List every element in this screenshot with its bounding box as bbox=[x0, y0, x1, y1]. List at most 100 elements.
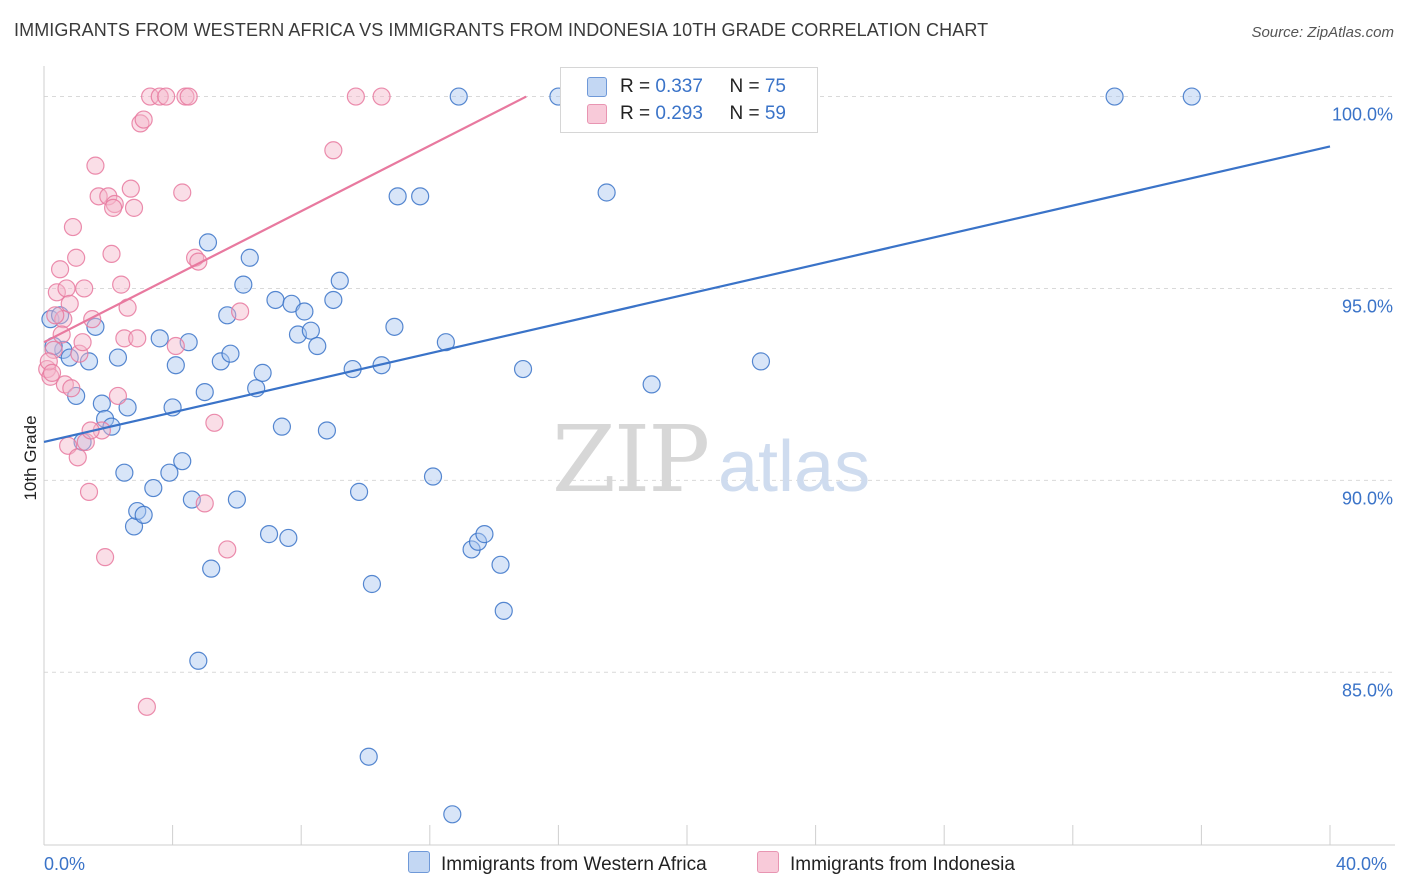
point-indonesia bbox=[44, 340, 63, 359]
legend-swatch-blue bbox=[587, 77, 607, 97]
point-indonesia bbox=[218, 540, 237, 559]
point-western-africa bbox=[349, 482, 369, 501]
point-western-africa bbox=[195, 382, 214, 402]
point-indonesia bbox=[68, 448, 87, 467]
chart-title: IMMIGRANTS FROM WESTERN AFRICA VS IMMIGR… bbox=[14, 20, 989, 40]
watermark-zip: ZIP bbox=[552, 406, 708, 513]
point-indonesia bbox=[104, 198, 123, 217]
point-western-africa bbox=[301, 321, 320, 340]
point-indonesia bbox=[112, 275, 131, 294]
point-indonesia bbox=[195, 494, 214, 513]
point-western-africa bbox=[279, 528, 298, 548]
point-western-africa bbox=[359, 747, 378, 766]
point-indonesia bbox=[62, 379, 81, 398]
point-western-africa bbox=[115, 463, 134, 482]
point-western-africa bbox=[79, 352, 99, 371]
point-indonesia bbox=[86, 156, 105, 175]
trendline-indonesia bbox=[43, 95, 527, 344]
legend-r-label: R = bbox=[620, 103, 656, 124]
trendline-western-africa bbox=[43, 145, 1331, 444]
point-western-africa bbox=[166, 356, 185, 375]
point-indonesia bbox=[63, 217, 83, 237]
legend-r-value: 0.293 bbox=[655, 103, 703, 124]
point-western-africa bbox=[189, 651, 208, 670]
point-western-africa bbox=[597, 183, 616, 202]
legend-n-value: 59 bbox=[764, 103, 786, 124]
point-western-africa bbox=[144, 478, 163, 498]
point-western-africa bbox=[272, 417, 292, 436]
point-indonesia bbox=[150, 87, 169, 106]
y-tick-labels: 85.0% 90.0% 95.0% 100.0% bbox=[1332, 105, 1393, 701]
point-western-africa bbox=[423, 467, 443, 486]
point-indonesia bbox=[70, 344, 89, 363]
point-indonesia bbox=[157, 87, 176, 106]
point-western-africa bbox=[449, 87, 468, 106]
point-indonesia bbox=[47, 283, 66, 302]
point-indonesia bbox=[57, 279, 76, 298]
point-indonesia bbox=[102, 244, 121, 264]
point-western-africa bbox=[411, 187, 430, 206]
point-indonesia bbox=[115, 329, 134, 348]
point-indonesia bbox=[67, 248, 86, 267]
legend-n-value: 75 bbox=[764, 76, 786, 97]
point-western-africa bbox=[475, 525, 494, 544]
bottom-legend-label: Immigrants from Indonesia bbox=[790, 854, 1015, 875]
x-tick-label-min: 0.0% bbox=[44, 854, 85, 874]
point-western-africa bbox=[362, 574, 382, 594]
y-axis-label: 10th Grade bbox=[21, 415, 40, 500]
point-western-africa bbox=[751, 352, 771, 371]
y-tick-label: 85.0% bbox=[1342, 680, 1393, 700]
legend: R = 0.337 N = 75 R = 0.293 N = 59 bbox=[560, 67, 818, 133]
point-indonesia bbox=[46, 306, 65, 325]
series-indonesia bbox=[38, 87, 391, 716]
point-western-africa bbox=[388, 187, 407, 206]
bottom-legend-western-africa: Immigrants from Western Africa bbox=[408, 851, 707, 876]
point-western-africa bbox=[108, 348, 128, 367]
axes bbox=[43, 66, 1395, 846]
point-western-africa bbox=[259, 525, 279, 544]
point-western-africa bbox=[491, 555, 510, 574]
point-western-africa bbox=[642, 375, 661, 394]
point-indonesia bbox=[95, 548, 115, 567]
series-western-africa bbox=[41, 87, 1201, 824]
point-western-africa bbox=[202, 559, 221, 578]
point-indonesia bbox=[324, 141, 343, 160]
point-western-africa bbox=[1105, 87, 1124, 106]
grid-lines bbox=[44, 96, 1395, 673]
point-western-africa bbox=[308, 336, 327, 356]
point-indonesia bbox=[39, 352, 58, 371]
point-indonesia bbox=[140, 87, 160, 106]
point-indonesia bbox=[89, 187, 108, 206]
point-indonesia bbox=[179, 87, 198, 106]
point-indonesia bbox=[73, 333, 92, 352]
legend-n-label: N = bbox=[729, 103, 765, 124]
point-western-africa bbox=[494, 601, 513, 620]
point-western-africa bbox=[295, 302, 314, 321]
point-western-africa bbox=[173, 452, 192, 471]
trendlines bbox=[43, 95, 1331, 444]
point-indonesia bbox=[75, 279, 94, 298]
point-indonesia bbox=[60, 294, 79, 313]
point-indonesia bbox=[173, 183, 192, 202]
point-indonesia bbox=[121, 179, 140, 198]
point-western-africa bbox=[134, 505, 153, 525]
point-western-africa bbox=[385, 317, 404, 336]
point-western-africa bbox=[324, 290, 343, 310]
legend-r-value: 0.337 bbox=[655, 76, 703, 97]
point-indonesia bbox=[128, 329, 147, 348]
point-western-africa bbox=[234, 275, 253, 294]
legend-r-label: R = bbox=[620, 76, 656, 97]
y-tick-label: 100.0% bbox=[1332, 105, 1393, 125]
point-indonesia bbox=[124, 198, 144, 217]
bottom-legend-swatch-blue bbox=[408, 851, 430, 873]
point-indonesia bbox=[205, 413, 224, 432]
x-tick-label-max: 40.0% bbox=[1336, 854, 1387, 874]
point-western-africa bbox=[160, 463, 179, 482]
point-indonesia bbox=[52, 325, 71, 344]
point-western-africa bbox=[253, 363, 272, 382]
point-western-africa bbox=[221, 344, 240, 363]
point-western-africa bbox=[443, 805, 462, 824]
point-western-africa bbox=[330, 271, 349, 290]
point-western-africa bbox=[266, 290, 285, 310]
